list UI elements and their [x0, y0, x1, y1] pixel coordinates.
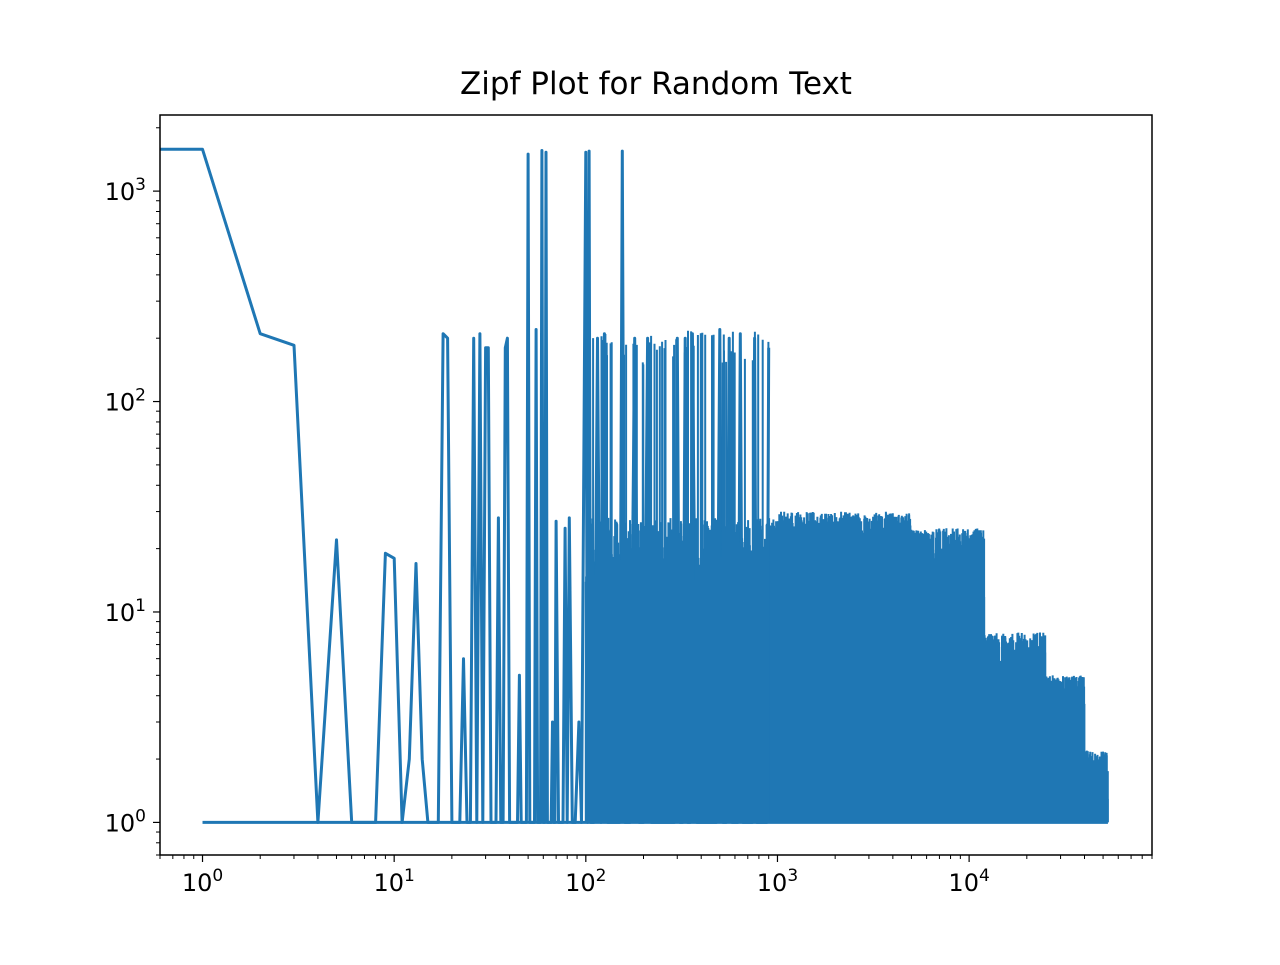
x-tick-label-1: 101	[373, 866, 414, 897]
x-tick-label-3: 103	[757, 866, 798, 897]
x-tick-label-2: 102	[565, 866, 606, 897]
series-mid-spikes	[584, 330, 770, 823]
y-tick-label-1: 101	[105, 596, 146, 627]
x-tick-label-4: 104	[948, 866, 989, 897]
chart-title: Zipf Plot for Random Text	[460, 66, 852, 102]
x-tick-label-0: 100	[182, 866, 223, 897]
y-tick-label-0: 100	[105, 806, 146, 837]
y-tick-label-3: 103	[105, 175, 146, 206]
series-dense-tail	[767, 511, 1109, 823]
y-tick-label-2: 102	[105, 386, 146, 417]
